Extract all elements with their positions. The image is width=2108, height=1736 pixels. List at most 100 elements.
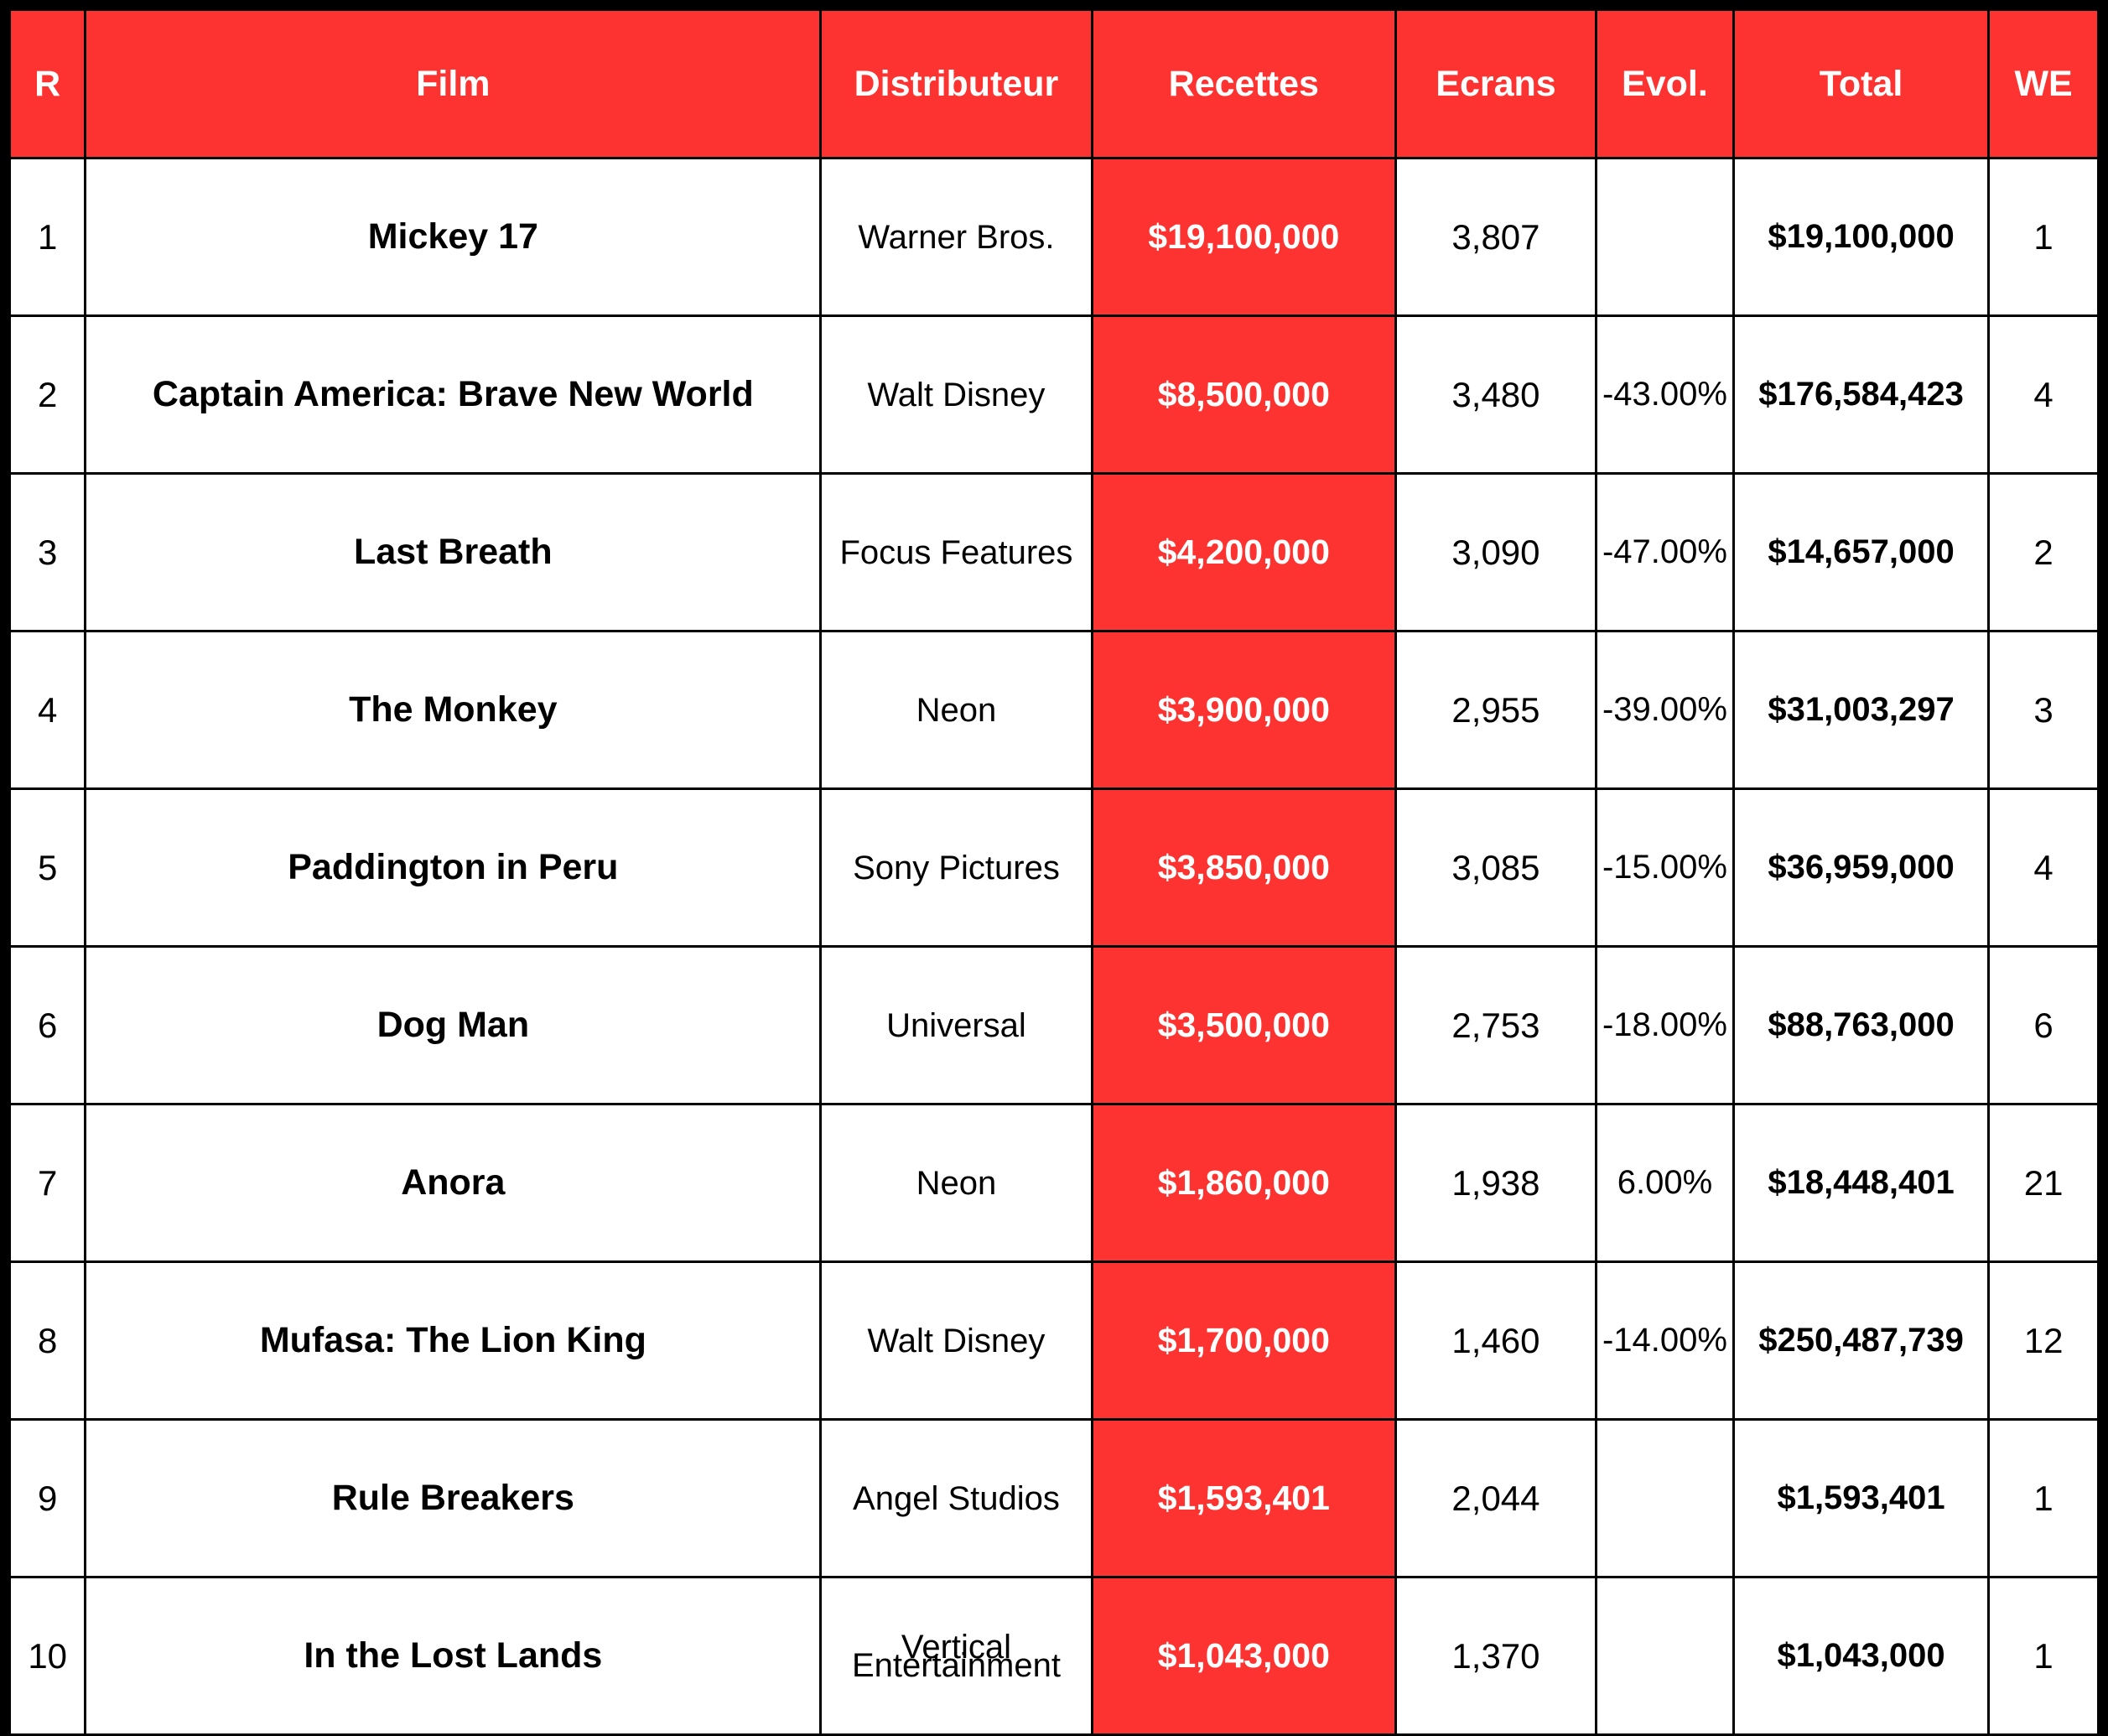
r-cell: 2 <box>8 314 87 475</box>
recettes-cell: $1,700,000 <box>1090 1260 1398 1421</box>
recettes-cell: $1,043,000 <box>1090 1576 1398 1736</box>
total-cell: $1,593,401 <box>1732 1418 1991 1578</box>
r-cell: 9 <box>8 1418 87 1578</box>
ecrans-cell: 2,753 <box>1394 945 1597 1105</box>
total-cell: $36,959,000 <box>1732 787 1991 948</box>
table-row: 1 Mickey 17 Warner Bros. $19,100,000 3,807 $1… <box>8 157 2100 317</box>
we-cell: 12 <box>1987 1260 2100 1421</box>
evol-cell <box>1594 1418 1735 1578</box>
evol-cell: -15.00% <box>1594 787 1735 948</box>
table-row: 9 Rule Breakers Angel Studios $1,593,401 2,0… <box>8 1418 2100 1578</box>
we-cell: 1 <box>1987 1418 2100 1578</box>
we-cell: 4 <box>1987 787 2100 948</box>
film-cell: In the Lost Lands <box>84 1576 823 1736</box>
total-cell: $1,043,000 <box>1732 1576 1991 1736</box>
evol-cell: -18.00% <box>1594 945 1735 1105</box>
recettes-cell: $1,593,401 <box>1090 1418 1398 1578</box>
table-row: 5 Paddington in Peru Sony Pictures $3,850,0… <box>8 787 2100 948</box>
we-cell: 4 <box>1987 314 2100 475</box>
dist-cell: Sony Pictures <box>819 787 1093 948</box>
film-cell: Mufasa: The Lion King <box>84 1260 823 1421</box>
column-header-dist: Distributeur <box>819 8 1093 159</box>
table-row: 6 Dog Man Universal $3,500,000 2,753 -18.00% $… <box>8 945 2100 1105</box>
dist-cell: Walt Disney <box>819 1260 1093 1421</box>
table-row: 10 In the Lost Lands Vertical Entertainmen… <box>8 1576 2100 1736</box>
header-row: R Film Distributeur Recettes Ecrans Evol. Tota… <box>8 8 2100 159</box>
table-row: 2 Captain America: Brave New World Walt Di… <box>8 314 2100 475</box>
ecrans-cell: 3,085 <box>1394 787 1597 948</box>
dist-cell: Angel Studios <box>819 1418 1093 1578</box>
table-head: R Film Distributeur Recettes Ecrans Evol. Tota… <box>8 8 2100 159</box>
dist-cell: Universal <box>819 945 1093 1105</box>
column-header-we: WE <box>1987 8 2100 159</box>
film-cell: Rule Breakers <box>84 1418 823 1578</box>
column-header-ecrans: Ecrans <box>1394 8 1597 159</box>
film-cell: Dog Man <box>84 945 823 1105</box>
dist-cell: Neon <box>819 630 1093 790</box>
ecrans-cell: 2,955 <box>1394 630 1597 790</box>
recettes-cell: $4,200,000 <box>1090 472 1398 632</box>
evol-cell <box>1594 157 1735 317</box>
r-cell: 1 <box>8 157 87 317</box>
film-cell: Last Breath <box>84 472 823 632</box>
r-cell: 5 <box>8 787 87 948</box>
box-office-table: R Film Distributeur Recettes Ecrans Evol. Tota… <box>8 8 2100 1736</box>
recettes-cell: $8,500,000 <box>1090 314 1398 475</box>
table-row: 7 Anora Neon $1,860,000 1,938 6.00% $18,448,40… <box>8 1103 2100 1263</box>
ecrans-cell: 3,807 <box>1394 157 1597 317</box>
table-row: 3 Last Breath Focus Features $4,200,000 3,09… <box>8 472 2100 632</box>
evol-cell: -39.00% <box>1594 630 1735 790</box>
recettes-cell: $3,850,000 <box>1090 787 1398 948</box>
total-cell: $19,100,000 <box>1732 157 1991 317</box>
column-header-film: Film <box>84 8 823 159</box>
ecrans-cell: 1,938 <box>1394 1103 1597 1263</box>
r-cell: 7 <box>8 1103 87 1263</box>
column-header-total: Total <box>1732 8 1991 159</box>
r-cell: 6 <box>8 945 87 1105</box>
column-header-recettes: Recettes <box>1090 8 1398 159</box>
ecrans-cell: 1,370 <box>1394 1576 1597 1736</box>
total-cell: $31,003,297 <box>1732 630 1991 790</box>
evol-cell: -14.00% <box>1594 1260 1735 1421</box>
table-row: 8 Mufasa: The Lion King Walt Disney $1,700,… <box>8 1260 2100 1421</box>
r-cell: 3 <box>8 472 87 632</box>
total-cell: $88,763,000 <box>1732 945 1991 1105</box>
film-cell: Captain America: Brave New World <box>84 314 823 475</box>
dist-cell: Vertical Entertainment <box>819 1576 1093 1736</box>
total-cell: $176,584,423 <box>1732 314 1991 475</box>
evol-cell: 6.00% <box>1594 1103 1735 1263</box>
r-cell: 10 <box>8 1576 87 1736</box>
recettes-cell: $19,100,000 <box>1090 157 1398 317</box>
dist-cell: Focus Features <box>819 472 1093 632</box>
recettes-cell: $3,500,000 <box>1090 945 1398 1105</box>
dist-cell: Warner Bros. <box>819 157 1093 317</box>
ecrans-cell: 3,090 <box>1394 472 1597 632</box>
r-cell: 4 <box>8 630 87 790</box>
ecrans-cell: 2,044 <box>1394 1418 1597 1578</box>
we-cell: 6 <box>1987 945 2100 1105</box>
dist-cell: Neon <box>819 1103 1093 1263</box>
evol-cell: -47.00% <box>1594 472 1735 632</box>
we-cell: 3 <box>1987 630 2100 790</box>
total-cell: $14,657,000 <box>1732 472 1991 632</box>
we-cell: 1 <box>1987 157 2100 317</box>
ecrans-cell: 3,480 <box>1394 314 1597 475</box>
film-cell: The Monkey <box>84 630 823 790</box>
column-header-evol: Evol. <box>1594 8 1735 159</box>
ecrans-cell: 1,460 <box>1394 1260 1597 1421</box>
we-cell: 2 <box>1987 472 2100 632</box>
table-row: 4 The Monkey Neon $3,900,000 2,955 -39.00% $31… <box>8 630 2100 790</box>
film-cell: Paddington in Peru <box>84 787 823 948</box>
we-cell: 21 <box>1987 1103 2100 1263</box>
column-header-r: R <box>8 8 87 159</box>
dist-cell: Walt Disney <box>819 314 1093 475</box>
we-cell: 1 <box>1987 1576 2100 1736</box>
film-cell: Mickey 17 <box>84 157 823 317</box>
r-cell: 8 <box>8 1260 87 1421</box>
film-cell: Anora <box>84 1103 823 1263</box>
recettes-cell: $1,860,000 <box>1090 1103 1398 1263</box>
total-cell: $250,487,739 <box>1732 1260 1991 1421</box>
table-body: 1 Mickey 17 Warner Bros. $19,100,000 3,807 $1… <box>8 157 2100 1736</box>
evol-cell <box>1594 1576 1735 1736</box>
